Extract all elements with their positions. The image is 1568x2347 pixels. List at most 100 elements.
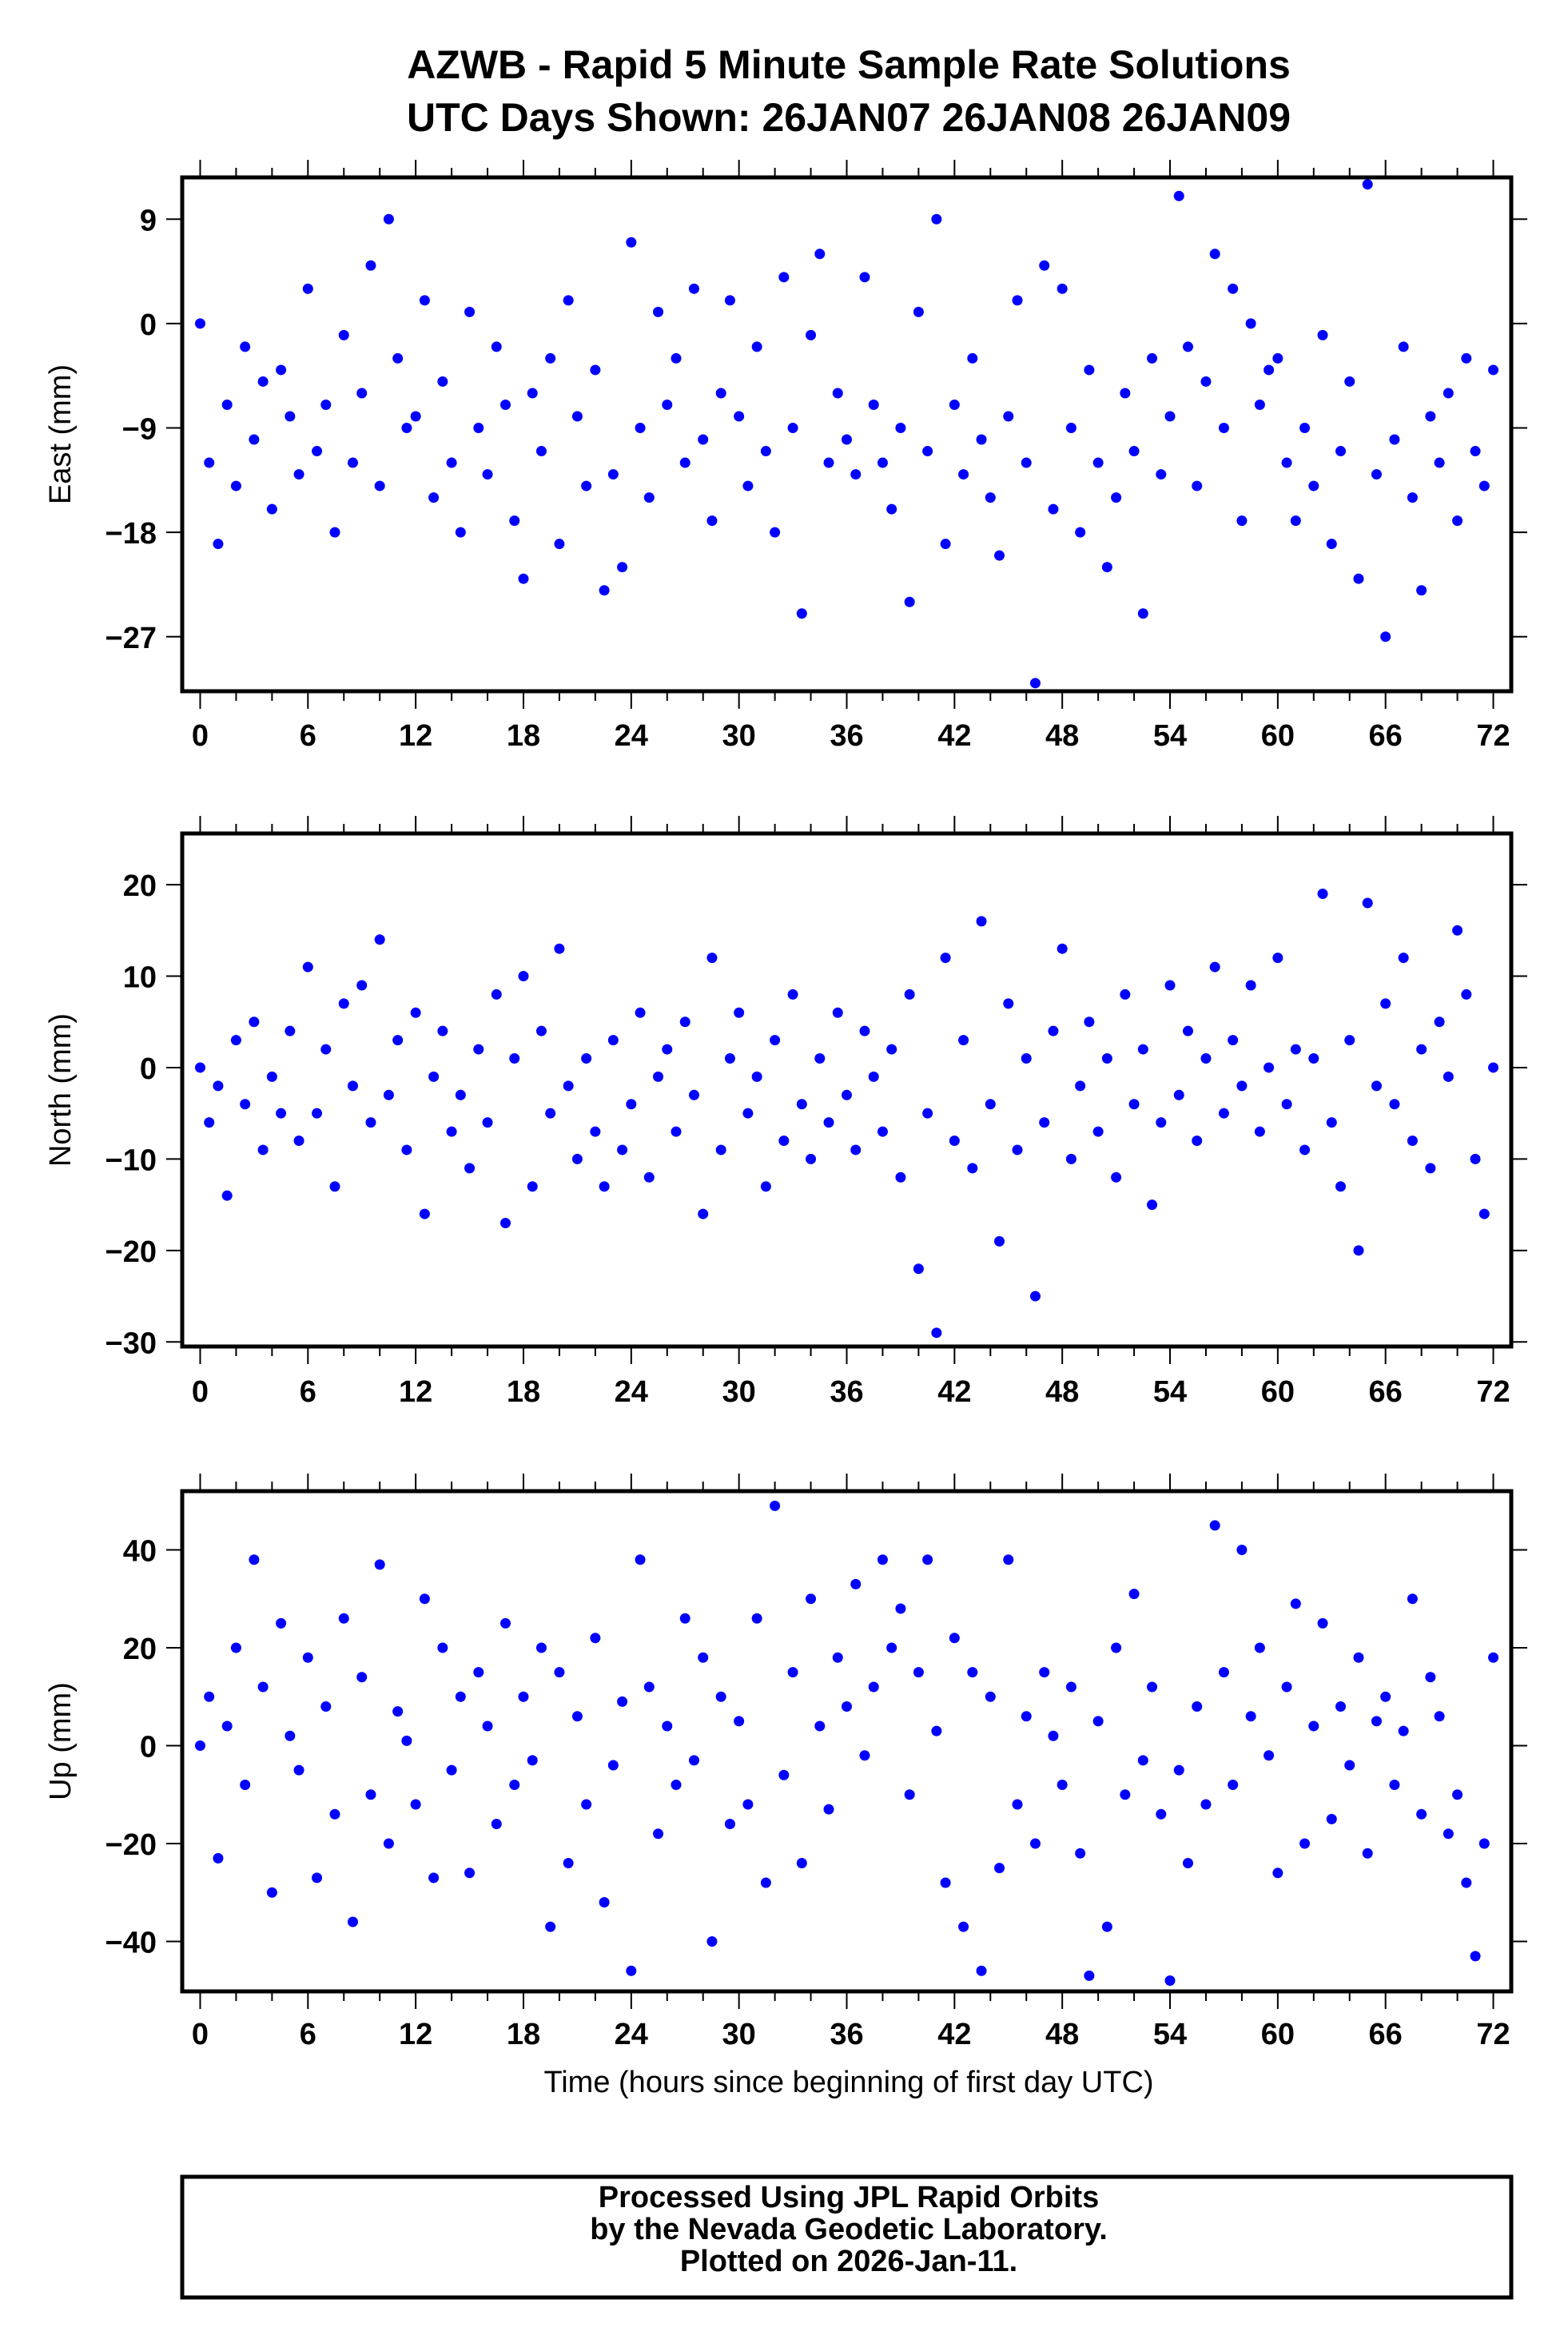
data-point [1353, 1245, 1364, 1256]
data-point [895, 423, 906, 434]
data-point [509, 1780, 520, 1791]
chart-subtitle: UTC Days Shown: 26JAN07 26JAN08 26JAN09 [407, 95, 1291, 140]
data-point [230, 480, 241, 491]
data-point [302, 961, 313, 973]
data-point [1416, 1808, 1427, 1820]
data-point [931, 1327, 942, 1339]
data-point [734, 1007, 745, 1018]
panel-up: 0 6 12 18 24 30 36 42 48 54 60 66 72 40 20 0 −20 −40 Up (m… [44, 1474, 1527, 2099]
data-point [509, 515, 520, 527]
data-point [626, 1965, 637, 1976]
data-point [509, 1053, 520, 1064]
data-point [392, 352, 404, 364]
data-point [221, 1190, 233, 1201]
data-point [1290, 515, 1301, 527]
data-point [356, 1672, 368, 1683]
data-point [698, 1652, 709, 1663]
data-point [751, 1613, 762, 1624]
data-point [1120, 1789, 1131, 1800]
data-point [1407, 1136, 1418, 1147]
data-point [293, 1764, 304, 1776]
data-point [213, 1852, 224, 1864]
data-point [1048, 503, 1059, 515]
data-point [365, 1117, 376, 1128]
data-point [868, 399, 879, 410]
data-point [985, 492, 996, 503]
data-point [643, 1681, 655, 1693]
data-point [715, 1144, 726, 1156]
data-point [1147, 1681, 1158, 1693]
data-point [859, 1750, 870, 1761]
data-point [383, 213, 394, 225]
data-point [1147, 1199, 1158, 1211]
data-point [850, 1578, 862, 1589]
data-point [302, 1652, 313, 1663]
data-point [240, 341, 251, 352]
data-point [320, 1701, 332, 1713]
data-point [204, 457, 215, 468]
data-point [374, 934, 385, 945]
x-tick-label: 36 [830, 719, 863, 753]
data-point [904, 989, 915, 1000]
data-point [500, 1218, 511, 1229]
data-point [778, 272, 790, 283]
data-point [374, 480, 385, 491]
data-point [1156, 1117, 1167, 1128]
data-point [1021, 1053, 1032, 1064]
y-tick-label: 10 [123, 961, 157, 995]
data-point [383, 1838, 394, 1849]
data-point [1192, 1701, 1203, 1713]
data-point [535, 1025, 547, 1036]
data-point [1039, 260, 1050, 271]
data-point [221, 1720, 233, 1732]
data-point [1317, 1617, 1328, 1629]
data-point [1353, 1652, 1364, 1663]
data-point [976, 434, 987, 445]
data-point [1461, 1877, 1472, 1888]
x-tick-label: 42 [937, 2018, 971, 2051]
x-tick-label: 30 [722, 2018, 756, 2051]
data-point [806, 1153, 817, 1164]
data-point [1057, 283, 1068, 294]
data-point [554, 1667, 565, 1678]
x-tick-label: 54 [1153, 2018, 1187, 2051]
data-point [320, 1044, 332, 1055]
data-point [257, 1681, 269, 1693]
data-point [194, 318, 205, 329]
data-point [1075, 1848, 1086, 1859]
data-point [455, 1691, 466, 1702]
x-tick-label: 42 [937, 719, 971, 753]
data-point [1425, 1163, 1436, 1174]
x-tick-label: 36 [830, 1375, 863, 1409]
data-point [1057, 943, 1068, 954]
data-point [832, 388, 843, 399]
data-point [1353, 573, 1364, 584]
data-point [1029, 1838, 1041, 1849]
x-tick-label: 30 [722, 1375, 756, 1409]
data-point [913, 306, 924, 317]
data-point [482, 1720, 493, 1732]
data-point [886, 1642, 897, 1653]
data-point [437, 1025, 448, 1036]
data-point [770, 1035, 781, 1046]
data-point [213, 1080, 224, 1092]
data-point [715, 388, 726, 399]
data-point [1200, 1053, 1212, 1064]
x-tick-label: 54 [1153, 1375, 1187, 1409]
data-point [1317, 329, 1328, 340]
data-point [356, 388, 368, 399]
data-point [751, 341, 762, 352]
data-point [985, 1099, 996, 1110]
data-point [715, 1691, 726, 1702]
data-point [1120, 388, 1131, 399]
data-point [527, 1181, 538, 1192]
data-point [356, 980, 368, 991]
data-point [491, 989, 502, 1000]
data-point [734, 411, 745, 422]
data-point [1048, 1730, 1059, 1741]
data-point [1290, 1598, 1301, 1609]
x-tick-label: 60 [1261, 1375, 1295, 1409]
data-point [1299, 1838, 1311, 1849]
data-point [1290, 1044, 1301, 1055]
